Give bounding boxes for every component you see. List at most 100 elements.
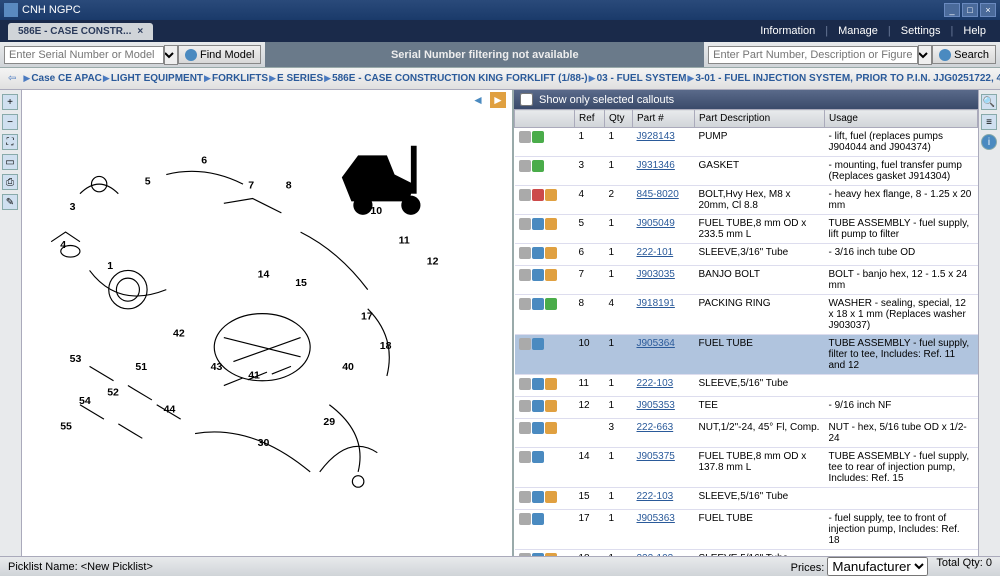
table-row[interactable]: 84J918191PACKING RINGWASHER - sealing, s…: [515, 295, 978, 335]
row-icon[interactable]: [519, 338, 531, 350]
find-model-button[interactable]: Find Model: [178, 45, 261, 64]
breadcrumb-item[interactable]: Case CE APAC: [31, 73, 102, 84]
row-icon[interactable]: [519, 400, 531, 412]
row-icon[interactable]: [545, 378, 557, 390]
row-icon[interactable]: [519, 422, 531, 434]
row-icon[interactable]: [532, 491, 544, 503]
row-icon[interactable]: [519, 218, 531, 230]
part-link[interactable]: J903035: [637, 269, 675, 280]
print-icon[interactable]: ⎙: [2, 174, 18, 190]
close-button[interactable]: ×: [980, 3, 996, 17]
row-icon[interactable]: [519, 298, 531, 310]
diagram-image[interactable]: 1345678101112141517182930515253404142434…: [22, 90, 512, 556]
row-icon[interactable]: [545, 218, 557, 230]
row-icon[interactable]: [519, 247, 531, 259]
row-icon[interactable]: [519, 451, 531, 463]
minimize-button[interactable]: _: [944, 3, 960, 17]
zoom-in-icon[interactable]: +: [2, 94, 18, 110]
prices-select[interactable]: Manufacturer: [827, 557, 928, 576]
table-row[interactable]: 101J905364FUEL TUBETUBE ASSEMBLY - fuel …: [515, 335, 978, 375]
row-icon[interactable]: [532, 269, 544, 281]
row-icon[interactable]: [545, 553, 557, 556]
tab-close-icon[interactable]: ×: [137, 26, 143, 37]
row-icon[interactable]: [545, 400, 557, 412]
table-row[interactable]: 141J905375FUEL TUBE,8 mm OD x 137.8 mm L…: [515, 448, 978, 488]
zoom-out-icon[interactable]: −: [2, 114, 18, 130]
row-icon[interactable]: [532, 451, 544, 463]
row-icon[interactable]: [532, 400, 544, 412]
column-header[interactable]: Usage: [825, 110, 978, 128]
breadcrumb-item[interactable]: 03 - FUEL SYSTEM: [597, 73, 687, 84]
tab-active[interactable]: 586E - CASE CONSTR... ×: [8, 23, 153, 40]
breadcrumb-item[interactable]: FORKLIFTS: [212, 73, 268, 84]
row-icon[interactable]: [532, 160, 544, 172]
row-icon[interactable]: [519, 160, 531, 172]
column-header[interactable]: Ref: [575, 110, 605, 128]
part-link[interactable]: J918191: [637, 298, 675, 309]
part-link[interactable]: 222-663: [637, 422, 674, 433]
info-icon[interactable]: i: [981, 134, 997, 150]
part-link[interactable]: J905363: [637, 513, 675, 524]
breadcrumb-item[interactable]: 3-01 - FUEL INJECTION SYSTEM, PRIOR TO P…: [695, 73, 1000, 84]
table-row[interactable]: 31J931346GASKET- mounting, fuel transfer…: [515, 157, 978, 186]
part-link[interactable]: J905375: [637, 451, 675, 462]
row-icon[interactable]: [532, 422, 544, 434]
part-link[interactable]: 845-8020: [637, 189, 679, 200]
show-only-checkbox[interactable]: [520, 93, 533, 106]
table-row[interactable]: 71J903035BANJO BOLTBOLT - banjo hex, 12 …: [515, 266, 978, 295]
row-icon[interactable]: [519, 513, 531, 525]
table-row[interactable]: 3222-663NUT,1/2"-24, 45° Fl, Comp.NUT - …: [515, 419, 978, 448]
maximize-button[interactable]: □: [962, 3, 978, 17]
row-icon[interactable]: [519, 189, 531, 201]
nav-manage[interactable]: Manage: [832, 25, 884, 37]
part-input[interactable]: [708, 46, 918, 64]
row-icon[interactable]: [545, 189, 557, 201]
row-icon[interactable]: [532, 247, 544, 259]
fit-icon[interactable]: ⛶: [2, 134, 18, 150]
row-icon[interactable]: [532, 218, 544, 230]
list-icon[interactable]: ≡: [981, 114, 997, 130]
search-button[interactable]: Search: [932, 45, 996, 64]
part-link[interactable]: J905353: [637, 400, 675, 411]
table-row[interactable]: 61222-101SLEEVE,3/16" Tube- 3/16 inch tu…: [515, 244, 978, 266]
table-row[interactable]: 11J928143PUMP- lift, fuel (replaces pump…: [515, 128, 978, 157]
column-header[interactable]: Part Description: [695, 110, 825, 128]
row-icon[interactable]: [519, 269, 531, 281]
part-link[interactable]: J905364: [637, 338, 675, 349]
table-row[interactable]: 121J905353TEE- 9/16 inch NF: [515, 397, 978, 419]
nav-back-icon[interactable]: ⇦: [8, 73, 16, 84]
part-link[interactable]: J928143: [637, 131, 675, 142]
part-link[interactable]: 222-101: [637, 247, 674, 258]
column-header[interactable]: Part #: [633, 110, 695, 128]
note-icon[interactable]: ✎: [2, 194, 18, 210]
row-icon[interactable]: [532, 553, 544, 556]
table-row[interactable]: 181222-103SLEEVE,5/16" Tube: [515, 550, 978, 557]
row-icon[interactable]: [532, 513, 544, 525]
nav-settings[interactable]: Settings: [895, 25, 947, 37]
row-icon[interactable]: [532, 338, 544, 350]
column-header[interactable]: Qty: [605, 110, 633, 128]
nav-help[interactable]: Help: [957, 25, 992, 37]
row-icon[interactable]: [545, 269, 557, 281]
part-link[interactable]: 222-103: [637, 378, 674, 389]
row-icon[interactable]: [519, 491, 531, 503]
table-row[interactable]: 111222-103SLEEVE,5/16" Tube: [515, 375, 978, 397]
parts-table[interactable]: RefQtyPart #Part DescriptionUsage 11J928…: [514, 109, 978, 556]
column-header[interactable]: [515, 110, 575, 128]
row-icon[interactable]: [519, 553, 531, 556]
breadcrumb-item[interactable]: E SERIES: [277, 73, 323, 84]
row-icon[interactable]: [545, 247, 557, 259]
nav-information[interactable]: Information: [754, 25, 821, 37]
table-row[interactable]: 42845-8020BOLT,Hvy Hex, M8 x 20mm, Cl 8.…: [515, 186, 978, 215]
row-icon[interactable]: [532, 298, 544, 310]
row-icon[interactable]: [532, 378, 544, 390]
search-tool-icon[interactable]: 🔍: [981, 94, 997, 110]
table-row[interactable]: 151222-103SLEEVE,5/16" Tube: [515, 488, 978, 510]
part-dropdown[interactable]: [918, 45, 932, 65]
row-icon[interactable]: [519, 131, 531, 143]
part-link[interactable]: J905049: [637, 218, 675, 229]
part-link[interactable]: 222-103: [637, 491, 674, 502]
table-row[interactable]: 171J905363FUEL TUBE- fuel supply, tee to…: [515, 510, 978, 550]
table-row[interactable]: 51J905049FUEL TUBE,8 mm OD x 233.5 mm LT…: [515, 215, 978, 244]
row-icon[interactable]: [532, 189, 544, 201]
